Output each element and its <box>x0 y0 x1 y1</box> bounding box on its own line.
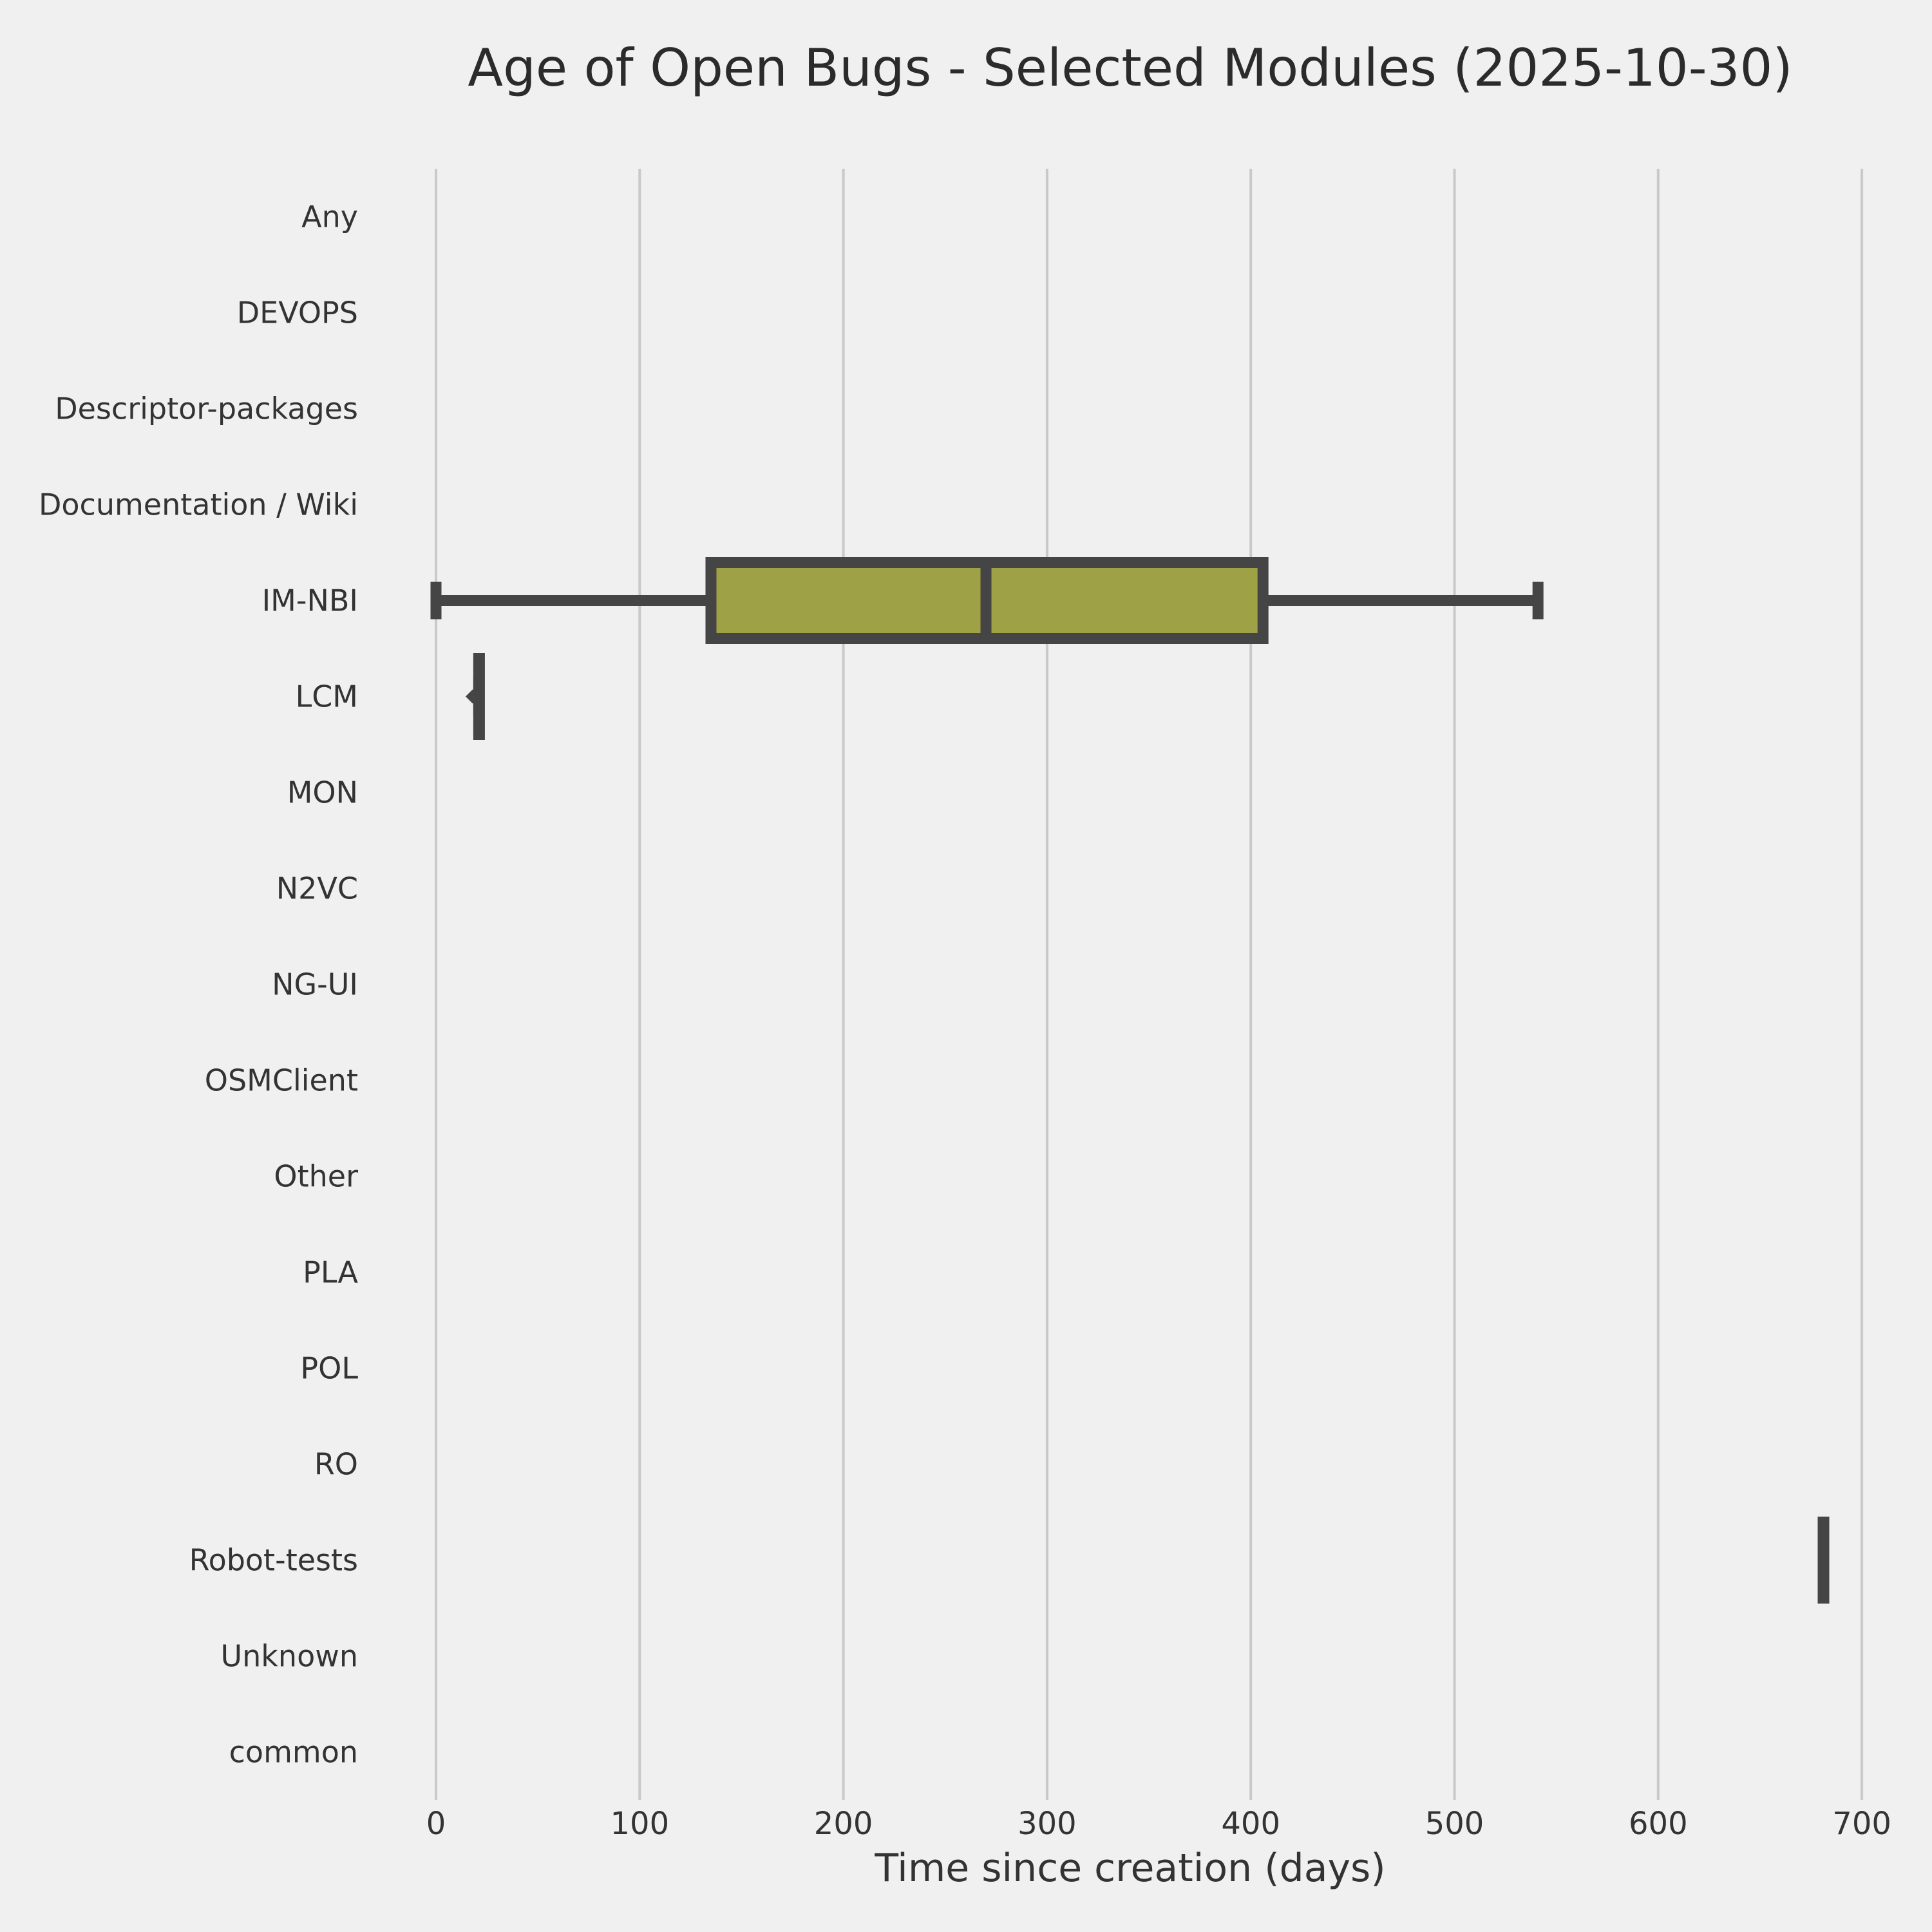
x-axis-label: Time since creation (days) <box>875 1846 1386 1891</box>
y-tick-label: Robot-tests <box>189 1543 358 1578</box>
x-tick-label: 500 <box>1425 1806 1484 1842</box>
boxplot-im-nbi <box>430 557 1544 644</box>
y-tick-label: Descriptor-packages <box>55 392 358 426</box>
x-tick-label: 300 <box>1018 1806 1077 1842</box>
y-tick-label: N2VC <box>276 871 358 906</box>
chart-title: Age of Open Bugs - Selected Modules (202… <box>468 38 1793 98</box>
y-tick-label: Any <box>301 200 358 234</box>
y-tick-label: LCM <box>296 679 358 714</box>
y-tick-label: PLA <box>303 1255 358 1290</box>
y-tick-label: Unknown <box>220 1639 358 1674</box>
y-tick-label: MON <box>287 775 358 810</box>
x-tick-label: 100 <box>610 1806 669 1842</box>
x-tick-label: 0 <box>426 1806 446 1842</box>
y-tick-label: OSMClient <box>205 1063 358 1098</box>
y-tick-label: RO <box>314 1447 358 1482</box>
x-tick-label: 600 <box>1629 1806 1688 1842</box>
x-tick-label: 200 <box>814 1806 873 1842</box>
x-tick-label: 700 <box>1832 1806 1891 1842</box>
y-tick-label: NG-UI <box>272 967 358 1002</box>
boxplot-robot-tests <box>1817 1517 1830 1604</box>
y-tick-label: Other <box>274 1159 358 1194</box>
y-tick-label: Documentation / Wiki <box>39 488 358 522</box>
boxplot-lcm <box>465 653 485 740</box>
y-tick-label: IM-NBI <box>262 583 358 618</box>
y-tick-label: DEVOPS <box>237 296 358 330</box>
x-tick-label: 400 <box>1221 1806 1280 1842</box>
y-tick-label: POL <box>300 1351 358 1386</box>
y-tick-label: common <box>229 1735 358 1770</box>
